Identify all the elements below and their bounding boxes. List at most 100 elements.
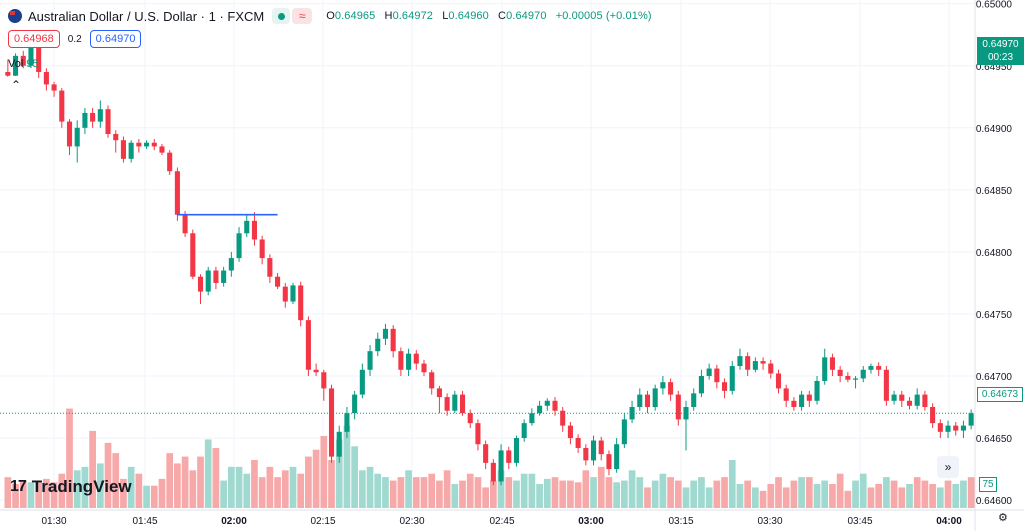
candle-body <box>668 382 674 395</box>
volume-bar <box>929 484 936 508</box>
candle-body <box>506 450 512 463</box>
low-value: 0.64960 <box>448 10 489 22</box>
candle-body <box>637 394 643 408</box>
volume-bar <box>443 470 451 508</box>
candle-body <box>66 121 73 147</box>
candle-body <box>644 394 651 408</box>
volume-bar <box>536 484 543 508</box>
chevron-up-icon[interactable]: ⌃ <box>6 76 26 94</box>
close-label: C <box>498 10 507 22</box>
candle-body <box>691 393 697 408</box>
candle-body <box>876 366 882 370</box>
volume-bar <box>644 487 651 508</box>
candle-body <box>590 440 597 461</box>
volume-bar <box>698 477 705 508</box>
candle-body <box>498 450 504 482</box>
candle-body <box>945 425 951 432</box>
candle-body <box>328 388 335 457</box>
candle-body <box>313 369 319 373</box>
buy-button[interactable]: 0.64970 <box>89 30 142 48</box>
sell-button[interactable]: 0.64968 <box>8 30 60 48</box>
candles <box>5 43 974 486</box>
volume-bar <box>320 436 328 508</box>
volume-bar <box>482 487 489 508</box>
volume-bars <box>4 408 975 508</box>
market-open-icon[interactable] <box>272 8 291 24</box>
candle-body <box>583 447 589 461</box>
candle-body <box>883 369 889 401</box>
candle-body <box>475 423 481 445</box>
candle-body <box>151 142 157 147</box>
candle-body <box>906 400 913 406</box>
volume-bar <box>528 473 536 508</box>
volume-bar <box>967 477 975 508</box>
y-tick-label: 0.64950 <box>976 62 1013 73</box>
volume-bar <box>274 477 281 508</box>
candle-body <box>305 320 311 370</box>
candle-body <box>382 328 389 339</box>
candle-body <box>899 394 905 401</box>
volume-bar <box>220 480 227 508</box>
volume-bar <box>713 480 721 508</box>
volume-bar <box>705 487 713 508</box>
au-us-flag-icon <box>8 9 22 23</box>
volume-bar <box>597 466 605 508</box>
candle-body <box>120 140 126 159</box>
volume-bar <box>890 480 898 508</box>
candle-body <box>5 71 11 76</box>
volume-bar <box>543 478 551 508</box>
volume-bar <box>674 480 682 508</box>
volume-bar <box>690 480 698 508</box>
candle-body <box>683 407 689 420</box>
volume-legend[interactable]: Vol 95 <box>8 58 39 70</box>
candle-body <box>768 363 774 374</box>
volume-bar <box>266 466 274 508</box>
volume-price-tag: 75 <box>979 477 997 492</box>
gear-icon[interactable]: ⚙ <box>998 512 1008 524</box>
volume-bar <box>204 439 212 508</box>
tradingview-logo[interactable]: 17 TradingView <box>10 477 132 497</box>
volume-bar <box>767 484 775 508</box>
candle-body <box>575 438 581 448</box>
volume-bar <box>428 473 436 508</box>
candle-body <box>614 444 620 470</box>
candle-body <box>105 109 111 135</box>
candle-body <box>729 366 735 391</box>
candle-body <box>352 394 358 414</box>
symbol-title[interactable]: Australian Dollar / U.S. Dollar · 1 · FX… <box>28 8 265 24</box>
symbol-header: Australian Dollar / U.S. Dollar · 1 · FX… <box>8 6 652 26</box>
low-label: L <box>442 10 449 22</box>
volume-bar <box>782 487 790 508</box>
volume-bar <box>181 456 189 508</box>
last-price-tag: 0.64970 00:23 <box>977 37 1024 65</box>
candle-body <box>359 369 365 395</box>
y-tick-label: 0.64900 <box>976 124 1013 135</box>
candle-body <box>298 285 304 321</box>
volume-bar <box>567 480 574 508</box>
volume-bar <box>412 477 420 508</box>
volume-bar <box>382 477 389 508</box>
candle-body <box>344 413 350 432</box>
high-value: 0.64972 <box>392 10 434 22</box>
volume-bar <box>135 473 143 508</box>
candle-body <box>282 286 288 302</box>
wave-icon[interactable]: ≈ <box>292 8 313 24</box>
volume-bar <box>906 484 913 508</box>
x-tick-label: 03:45 <box>847 516 872 527</box>
candle-body <box>51 84 57 91</box>
candle-body <box>144 142 150 147</box>
high-label: H <box>384 10 393 22</box>
candle-body <box>444 397 450 411</box>
x-tick-label: 01:45 <box>132 516 157 527</box>
volume-bar <box>775 477 782 508</box>
volume-bar <box>867 487 875 508</box>
volume-bar <box>682 487 690 508</box>
volume-bar <box>613 482 621 508</box>
candle-body <box>706 368 712 376</box>
volume-bar <box>389 480 397 508</box>
volume-bar <box>4 477 12 508</box>
fast-forward-icon[interactable]: » <box>937 456 959 478</box>
candle-body <box>791 400 797 408</box>
volume-bar <box>328 460 335 508</box>
